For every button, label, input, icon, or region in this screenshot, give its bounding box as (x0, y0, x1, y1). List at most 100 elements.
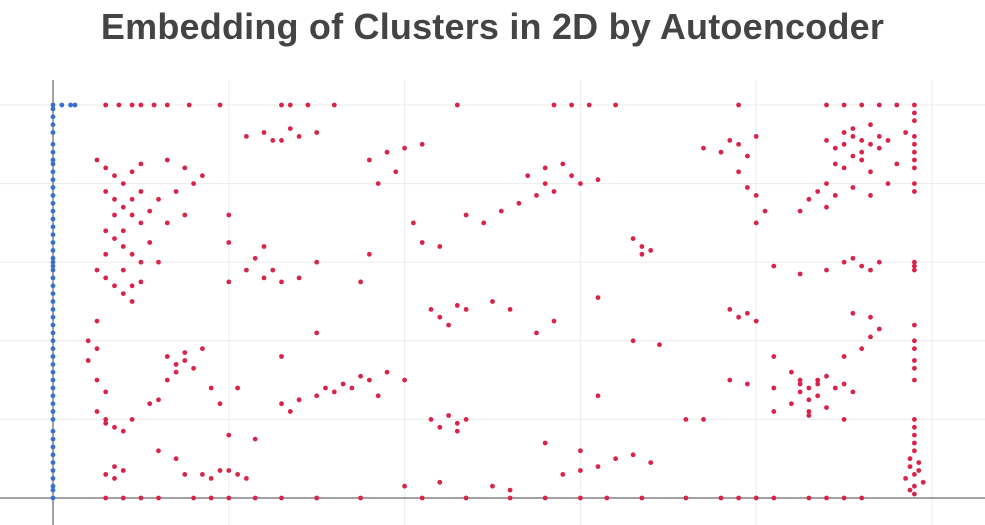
data-point-red (841, 417, 847, 422)
data-point-red (824, 267, 829, 273)
data-point-red (411, 220, 416, 226)
data-point-red (200, 346, 205, 352)
data-point-red (103, 417, 109, 422)
data-point-blue (50, 193, 56, 198)
data-point-red (279, 102, 284, 108)
data-point-red (912, 448, 917, 454)
data-point-red (859, 102, 865, 108)
data-point-blue (50, 169, 56, 175)
data-point-blue (50, 338, 56, 344)
data-point-red (595, 393, 601, 399)
data-point-red (120, 495, 126, 501)
data-point-red (446, 322, 451, 328)
data-point-red (120, 244, 126, 249)
data-point-red (217, 401, 223, 407)
data-point-red (771, 385, 777, 391)
data-point-red (560, 161, 566, 167)
data-point-blue (50, 393, 56, 399)
data-point-red (200, 472, 205, 477)
data-point-red (129, 417, 135, 422)
data-point-red (912, 491, 917, 497)
data-point-red (745, 310, 750, 316)
data-point-red (112, 424, 117, 430)
data-point-red (490, 483, 495, 489)
data-point-red (454, 102, 460, 108)
data-point-red (639, 495, 645, 501)
data-point-red (894, 161, 900, 167)
data-point-red (428, 307, 434, 312)
data-point-red (94, 377, 100, 383)
data-point-red (419, 240, 425, 245)
data-point-red (191, 365, 197, 371)
data-point-blue (50, 385, 56, 391)
data-point-red (367, 251, 372, 257)
data-point-red (604, 495, 610, 501)
data-point-red (147, 208, 153, 214)
data-point-red (296, 397, 302, 403)
data-point-red (912, 102, 917, 108)
data-point-red (841, 165, 847, 171)
data-point-red (94, 157, 100, 163)
data-point-blue (50, 255, 56, 261)
data-point-red (727, 307, 733, 312)
data-point-red (103, 189, 109, 194)
data-point-red (789, 401, 794, 407)
data-point-red (375, 393, 381, 399)
data-point-red (745, 153, 750, 159)
data-point-red (454, 428, 460, 434)
data-point-blue (50, 106, 56, 112)
data-point-red (182, 212, 188, 218)
data-point-red (244, 134, 249, 139)
data-point-red (806, 413, 812, 418)
data-point-red (138, 220, 144, 226)
data-point-red (94, 409, 100, 414)
data-point-red (164, 354, 170, 359)
data-point-red (191, 495, 197, 501)
data-point-red (912, 483, 917, 489)
data-point-blue (50, 114, 56, 120)
data-point-red (753, 134, 759, 139)
data-point-red (182, 350, 188, 355)
data-point-blue (50, 232, 56, 238)
data-point-red (516, 200, 522, 206)
data-point-red (701, 145, 706, 151)
data-point-red (718, 495, 724, 501)
data-point-red (226, 279, 232, 285)
data-point-red (182, 358, 188, 363)
data-point-red (912, 432, 917, 438)
data-point-red (912, 365, 917, 371)
data-point-red (103, 228, 109, 234)
data-point-blue (50, 141, 56, 147)
data-point-blue (50, 322, 56, 328)
data-point-red (903, 130, 908, 135)
data-point-red (103, 275, 109, 281)
data-point-blue (50, 248, 56, 253)
data-point-red (841, 102, 847, 108)
data-point-red (261, 130, 267, 135)
data-point-red (859, 495, 865, 501)
data-point-red (912, 141, 917, 147)
data-point-red (912, 440, 917, 446)
data-point-red (331, 389, 337, 395)
data-point-blue (50, 409, 56, 414)
data-point-red (569, 102, 574, 108)
data-point-blue (50, 401, 56, 407)
data-point-red (358, 279, 363, 285)
data-point-blue (50, 377, 56, 383)
data-point-red (850, 255, 856, 261)
data-point-red (138, 259, 144, 265)
data-point-red (270, 138, 276, 143)
data-point-red (841, 141, 847, 147)
data-point-blue (50, 216, 56, 222)
data-point-red (718, 149, 724, 155)
data-point-red (868, 334, 873, 340)
data-point-red (252, 436, 258, 442)
data-point-red (340, 381, 346, 387)
data-point-red (595, 295, 601, 300)
data-point-red (885, 181, 891, 187)
data-point-red (806, 495, 812, 501)
data-point-blue (50, 354, 56, 359)
data-point-red (375, 181, 381, 187)
data-point-red (753, 318, 759, 324)
data-point-red (876, 134, 882, 139)
